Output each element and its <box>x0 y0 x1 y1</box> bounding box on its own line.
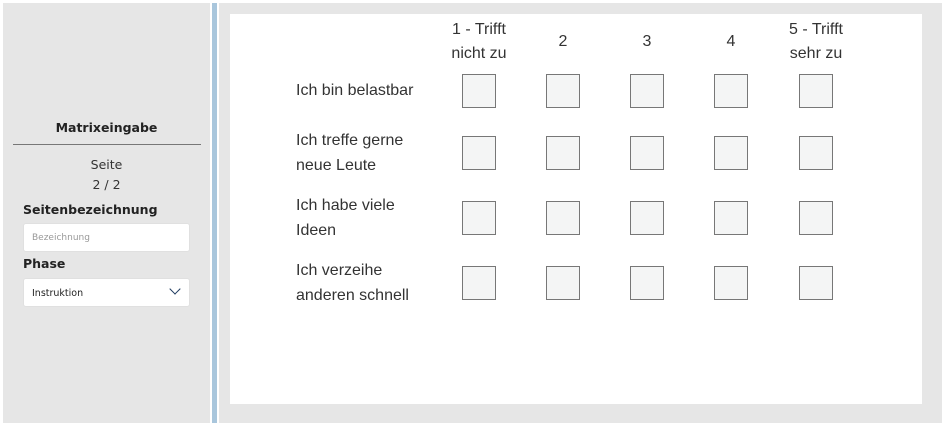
column-header: 4 <box>726 33 736 50</box>
row-label: Ich treffe gerne neue Leute <box>296 132 404 174</box>
phase-value: Instruktion <box>32 288 84 299</box>
matrix-checkbox[interactable] <box>462 74 496 108</box>
matrix-checkbox[interactable] <box>714 74 748 108</box>
matrix-checkbox[interactable] <box>799 201 833 235</box>
matrix-checkbox[interactable] <box>462 136 496 170</box>
matrix-checkbox[interactable] <box>799 74 833 108</box>
panel-resize-handle[interactable] <box>212 3 217 423</box>
matrix-checkbox[interactable] <box>630 201 664 235</box>
matrix-checkbox[interactable] <box>546 136 580 170</box>
matrix-checkbox[interactable] <box>714 201 748 235</box>
matrix-checkbox[interactable] <box>714 136 748 170</box>
matrix-checkbox[interactable] <box>799 266 833 300</box>
matrix-checkbox[interactable] <box>546 266 580 300</box>
column-header: 2 <box>558 33 568 50</box>
matrix-checkbox[interactable] <box>546 74 580 108</box>
matrix-checkbox[interactable] <box>462 201 496 235</box>
chevron-down-icon <box>169 283 181 295</box>
matrix-checkbox[interactable] <box>630 74 664 108</box>
page-label: Seite <box>90 157 123 172</box>
row-label: Ich verzeihe anderen schnell <box>296 262 409 304</box>
column-header: 1 - Trifft nicht zu <box>451 21 507 62</box>
matrix-checkbox[interactable] <box>799 136 833 170</box>
matrix-checkbox[interactable] <box>546 201 580 235</box>
sidebar: Matrixeingabe Seite 2 / 2 Seitenbezeichn… <box>3 3 210 423</box>
matrix-checkbox[interactable] <box>630 136 664 170</box>
sidebar-title: Matrixeingabe <box>55 120 158 135</box>
phase-select[interactable]: Instruktion <box>23 278 190 307</box>
page-value: 2 / 2 <box>92 177 121 192</box>
row-label: Ich bin belastbar <box>296 82 414 99</box>
page-name-label: Seitenbezeichnung <box>23 202 158 217</box>
page-name-input[interactable]: Bezeichnung <box>23 223 190 252</box>
matrix-checkbox[interactable] <box>714 266 748 300</box>
column-header: 5 - Trifft sehr zu <box>789 21 843 62</box>
matrix-checkbox[interactable] <box>630 266 664 300</box>
matrix-checkbox[interactable] <box>462 266 496 300</box>
phase-label: Phase <box>23 256 66 271</box>
row-label: Ich habe viele Ideen <box>296 197 395 239</box>
divider <box>13 144 201 145</box>
column-header: 3 <box>642 33 652 50</box>
